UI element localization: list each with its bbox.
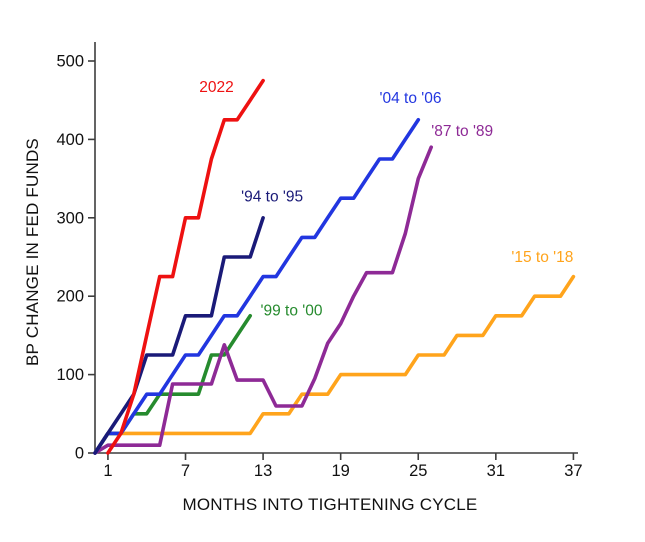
series-label-'04 to '06: '04 to '06 [380, 90, 442, 107]
x-axis-title: MONTHS INTO TIGHTENING CYCLE [182, 495, 478, 514]
y-tick-label: 400 [56, 131, 84, 149]
y-tick-label: 100 [56, 366, 84, 384]
series-label-'94 to '95: '94 to '95 [241, 189, 303, 206]
y-axis-title: BP CHANGE IN FED FUNDS [23, 138, 42, 366]
x-tick-label: 13 [254, 462, 272, 480]
series-label-2022: 2022 [199, 79, 233, 96]
y-tick-label: 500 [56, 53, 84, 71]
x-tick-label: 37 [564, 462, 582, 480]
y-tick-label: 200 [56, 288, 84, 306]
series-label-'99 to '00: '99 to '00 [261, 302, 323, 319]
series-line-'04 to '06 [93, 118, 421, 455]
series-line-'94 to '95 [93, 216, 265, 455]
series-line-'15 to '18 [93, 274, 576, 455]
y-tick-label: 300 [56, 209, 84, 227]
series-line-'87 to '89 [93, 145, 434, 455]
x-tick-label: 19 [331, 462, 349, 480]
x-tick-label: 25 [409, 462, 427, 480]
series-line-2022 [106, 78, 265, 455]
x-tick-label: 31 [487, 462, 505, 480]
y-tick-label: 0 [75, 445, 84, 463]
series-label-'15 to '18: '15 to '18 [511, 249, 573, 266]
x-tick-label: 1 [103, 462, 112, 480]
series-label-'87 to '89: '87 to '89 [431, 123, 493, 140]
x-tick-label: 7 [181, 462, 190, 480]
